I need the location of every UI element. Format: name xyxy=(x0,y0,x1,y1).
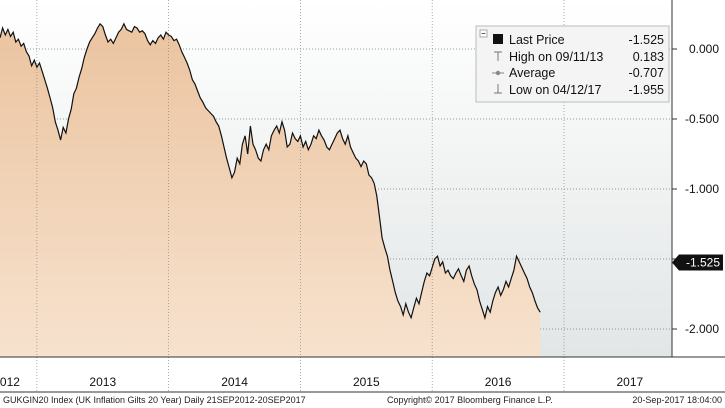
legend-value-low: -1.955 xyxy=(629,83,664,97)
legend-label-low: Low on 04/12/17 xyxy=(509,83,601,97)
footer-index-description: GUKGIN20 Index (UK Inflation Gilts 20 Ye… xyxy=(3,395,306,405)
legend-value-average: -0.707 xyxy=(629,66,664,80)
last-value-tag-text: -1.525 xyxy=(686,256,720,270)
y-tick-label: -0.500 xyxy=(685,112,719,126)
x-axis: 2012 2013 2014 2015 2016 2017 xyxy=(0,375,644,389)
legend-label-last-price: Last Price xyxy=(509,33,565,47)
y-tick-label: -1.000 xyxy=(685,182,719,196)
y-tick-label: -2.000 xyxy=(685,322,719,336)
footer-copyright: Copyright© 2017 Bloomberg Finance L.P. xyxy=(387,395,553,405)
last-price-marker-icon xyxy=(493,34,503,44)
year-dividers xyxy=(36,0,565,392)
y-tick-label: 0.000 xyxy=(689,42,719,56)
legend-value-last-price: -1.525 xyxy=(629,33,664,47)
last-value-tag: -1.525 xyxy=(672,254,723,271)
series-line-last-price xyxy=(0,22,541,321)
high-marker-icon xyxy=(494,51,502,61)
footer-timestamp: 20-Sep-2017 18:04:00 xyxy=(632,395,722,405)
legend-box xyxy=(475,25,670,103)
average-marker-icon xyxy=(492,70,504,76)
y-axis: 0.000-0.500-1.000-1.500-2.000 xyxy=(672,42,719,336)
series-area-last-price xyxy=(0,23,541,358)
legend: Last Price -1.525 High on 09/11/13 0.183… xyxy=(475,25,670,103)
legend-label-average: Average xyxy=(509,66,555,80)
x-tick-label: 2017 xyxy=(616,375,643,389)
x-tick-label: 2014 xyxy=(221,375,248,389)
low-marker-icon xyxy=(494,84,502,94)
x-tick-label: 2016 xyxy=(485,375,512,389)
x-tick-label: 2013 xyxy=(89,375,116,389)
x-tick-label: 2015 xyxy=(353,375,380,389)
legend-value-high: 0.183 xyxy=(633,50,664,64)
legend-label-high: High on 09/11/13 xyxy=(509,50,603,64)
last-value-tag-shape xyxy=(672,254,723,271)
x-tick-label: 2012 xyxy=(0,375,20,389)
